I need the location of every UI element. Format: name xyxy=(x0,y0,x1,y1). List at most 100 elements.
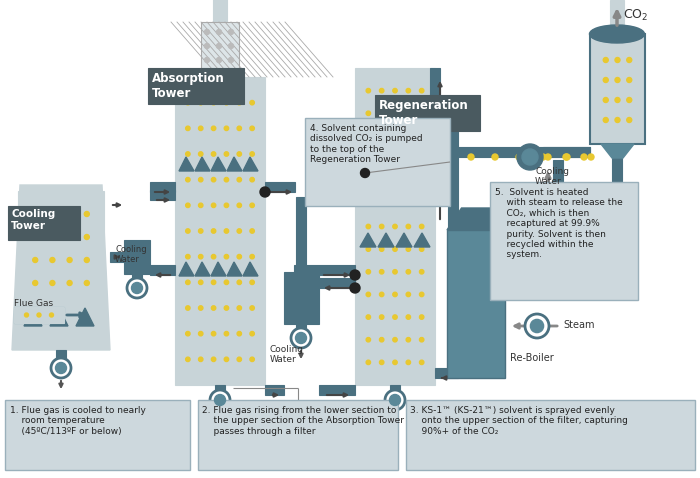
Polygon shape xyxy=(378,128,394,142)
Bar xyxy=(375,95,480,131)
Bar xyxy=(505,208,590,218)
Circle shape xyxy=(224,152,229,156)
Circle shape xyxy=(379,202,384,206)
Bar xyxy=(294,265,355,275)
Bar xyxy=(148,68,244,104)
Circle shape xyxy=(228,43,234,48)
Circle shape xyxy=(199,357,203,361)
Circle shape xyxy=(419,315,424,319)
Circle shape xyxy=(67,258,72,262)
Circle shape xyxy=(626,77,631,83)
Circle shape xyxy=(350,283,360,293)
Circle shape xyxy=(406,88,410,93)
Circle shape xyxy=(250,280,254,284)
Circle shape xyxy=(204,57,209,63)
Circle shape xyxy=(406,247,410,251)
Circle shape xyxy=(547,184,569,206)
Text: 3. KS-1™ (KS-21™) solvent is sprayed evenly
    onto the upper section of the fi: 3. KS-1™ (KS-21™) solvent is sprayed eve… xyxy=(410,406,628,436)
Polygon shape xyxy=(414,233,430,247)
Text: Steam: Steam xyxy=(563,320,594,330)
Circle shape xyxy=(419,270,424,274)
Circle shape xyxy=(186,306,190,310)
Bar xyxy=(390,385,400,400)
Polygon shape xyxy=(12,185,110,350)
Polygon shape xyxy=(50,308,68,326)
Bar xyxy=(5,400,190,470)
Circle shape xyxy=(84,258,90,262)
Circle shape xyxy=(406,337,410,342)
Bar xyxy=(18,191,104,306)
Circle shape xyxy=(55,362,66,373)
Circle shape xyxy=(211,152,216,156)
Bar xyxy=(110,252,124,262)
Circle shape xyxy=(250,229,254,233)
Circle shape xyxy=(127,278,147,298)
Circle shape xyxy=(393,111,397,116)
Polygon shape xyxy=(447,208,505,230)
Circle shape xyxy=(237,280,241,284)
Circle shape xyxy=(406,111,410,116)
Circle shape xyxy=(199,177,203,182)
Circle shape xyxy=(211,254,216,259)
Circle shape xyxy=(366,360,370,365)
Circle shape xyxy=(603,77,608,83)
Circle shape xyxy=(393,247,397,251)
Circle shape xyxy=(406,134,410,138)
Circle shape xyxy=(224,357,229,361)
Circle shape xyxy=(186,254,190,259)
Circle shape xyxy=(389,394,400,405)
Bar xyxy=(150,190,175,200)
Circle shape xyxy=(237,357,241,361)
Circle shape xyxy=(366,315,370,319)
Circle shape xyxy=(468,154,474,160)
Circle shape xyxy=(419,224,424,228)
Bar xyxy=(8,206,80,240)
Circle shape xyxy=(211,331,216,336)
Circle shape xyxy=(350,270,360,280)
Circle shape xyxy=(379,224,384,228)
Circle shape xyxy=(216,30,221,34)
Bar xyxy=(14,307,64,323)
Circle shape xyxy=(37,313,41,317)
Circle shape xyxy=(186,280,190,284)
Text: 1. Flue gas is cooled to nearly
    room temperature
    (45ºC/113ºF or below): 1. Flue gas is cooled to nearly room tem… xyxy=(10,406,146,436)
Text: Cooling
Water: Cooling Water xyxy=(535,167,569,186)
Bar xyxy=(553,160,563,195)
Text: 4. Solvent containing
dissolved CO₂ is pumped
to the top of the
Regeneration Tow: 4. Solvent containing dissolved CO₂ is p… xyxy=(310,124,423,164)
Circle shape xyxy=(552,189,564,201)
Circle shape xyxy=(419,202,424,206)
Circle shape xyxy=(603,118,608,122)
Text: Absorption
Tower: Absorption Tower xyxy=(152,72,225,100)
Text: 2. Flue gas rising from the lower section to
    the upper section of the Absorp: 2. Flue gas rising from the lower sectio… xyxy=(202,406,404,436)
Circle shape xyxy=(250,331,254,336)
Circle shape xyxy=(393,156,397,161)
Text: 5.  Solvent is heated
    with steam to release the
    CO₂, which is then
    r: 5. Solvent is heated with steam to relea… xyxy=(495,188,623,260)
Circle shape xyxy=(393,202,397,206)
Bar xyxy=(543,147,590,157)
Circle shape xyxy=(603,57,608,63)
Circle shape xyxy=(211,100,216,105)
Circle shape xyxy=(492,154,498,160)
Circle shape xyxy=(366,224,370,228)
Circle shape xyxy=(393,134,397,138)
Circle shape xyxy=(224,254,229,259)
Circle shape xyxy=(626,98,631,102)
Polygon shape xyxy=(195,262,210,276)
Circle shape xyxy=(199,229,203,233)
Circle shape xyxy=(626,118,631,122)
Circle shape xyxy=(199,331,203,336)
Polygon shape xyxy=(179,157,194,171)
Circle shape xyxy=(250,100,254,105)
Circle shape xyxy=(615,118,620,122)
Circle shape xyxy=(379,111,384,116)
Circle shape xyxy=(406,224,410,228)
Ellipse shape xyxy=(589,25,645,43)
Circle shape xyxy=(199,306,203,310)
Circle shape xyxy=(419,337,424,342)
Bar xyxy=(590,34,645,144)
Circle shape xyxy=(406,270,410,274)
Bar xyxy=(553,196,563,246)
Bar xyxy=(124,240,150,274)
Polygon shape xyxy=(211,262,226,276)
Circle shape xyxy=(199,203,203,207)
